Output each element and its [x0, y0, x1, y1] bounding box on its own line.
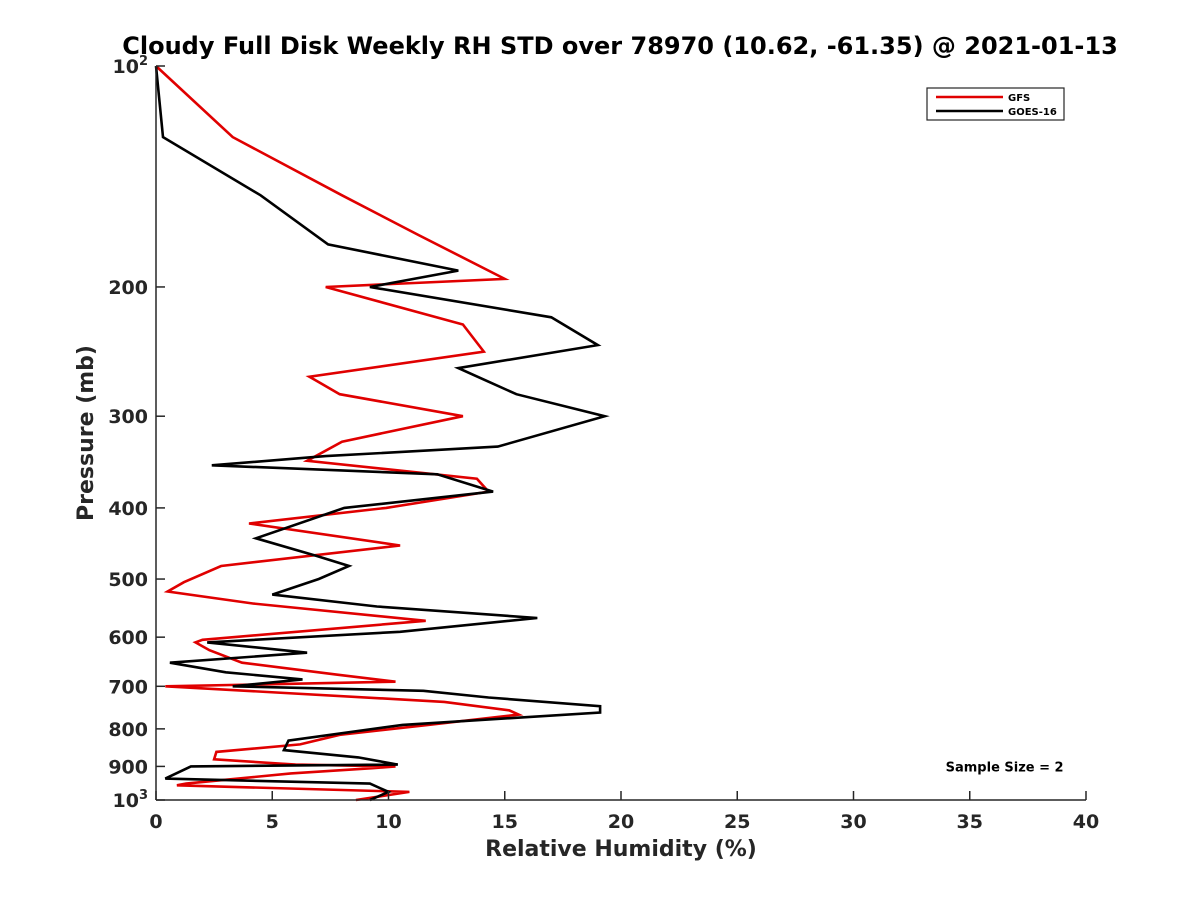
x-axis-label: Relative Humidity (%)	[485, 837, 757, 862]
y-tick-label: 500	[108, 569, 148, 591]
y-tick-label: 102	[113, 54, 149, 78]
y-tick-label-base: 900	[108, 756, 148, 778]
y-tick-label: 900	[108, 756, 148, 778]
y-tick-label-base: 300	[108, 406, 148, 428]
legend-label-goes-16: GOES-16	[1008, 107, 1057, 118]
x-tick-label: 30	[840, 811, 866, 833]
y-tick-label-base: 700	[108, 676, 148, 698]
chart-title: Cloudy Full Disk Weekly RH STD over 7897…	[122, 32, 1118, 60]
y-tick-label-exponent: 3	[139, 788, 148, 803]
y-tick-label-base: 10	[113, 56, 139, 78]
y-tick-label-base: 800	[108, 719, 148, 741]
series-line-gfs	[155, 65, 524, 802]
x-tick-label: 20	[608, 811, 634, 833]
y-tick-label-exponent: 2	[139, 54, 148, 69]
y-axis-label: Pressure (mb)	[74, 345, 99, 521]
y-tick-label-base: 500	[108, 569, 148, 591]
x-tick-label: 0	[149, 811, 162, 833]
legend: GFS GOES-16	[926, 87, 1065, 121]
legend-box	[926, 87, 1065, 121]
x-tick-label: 25	[724, 811, 750, 833]
plot-lines	[154, 65, 610, 802]
y-tick-label: 600	[108, 627, 148, 649]
x-tick-label: 35	[957, 811, 983, 833]
y-tick-label: 800	[108, 719, 148, 741]
y-tick-label-base: 200	[108, 277, 148, 299]
sample-size-annotation: Sample Size = 2	[946, 760, 1064, 775]
y-tick-label: 300	[108, 406, 148, 428]
x-tick-label: 10	[375, 811, 401, 833]
y-tick-label: 103	[113, 788, 149, 812]
x-ticks: 0 5 10 15 20 25 30 35 40	[149, 791, 1099, 833]
series-line-goes-16	[154, 65, 610, 802]
y-tick-label-base: 400	[108, 498, 148, 520]
x-tick-label: 5	[266, 811, 279, 833]
y-tick-label: 700	[108, 676, 148, 698]
y-tick-label: 200	[108, 277, 148, 299]
axes	[155, 66, 1086, 801]
x-tick-label: 15	[492, 811, 518, 833]
x-tick-label: 40	[1073, 811, 1099, 833]
y-tick-label-base: 10	[113, 790, 139, 812]
y-tick-label: 400	[108, 498, 148, 520]
legend-label-gfs: GFS	[1008, 93, 1030, 104]
y-tick-label-base: 600	[108, 627, 148, 649]
